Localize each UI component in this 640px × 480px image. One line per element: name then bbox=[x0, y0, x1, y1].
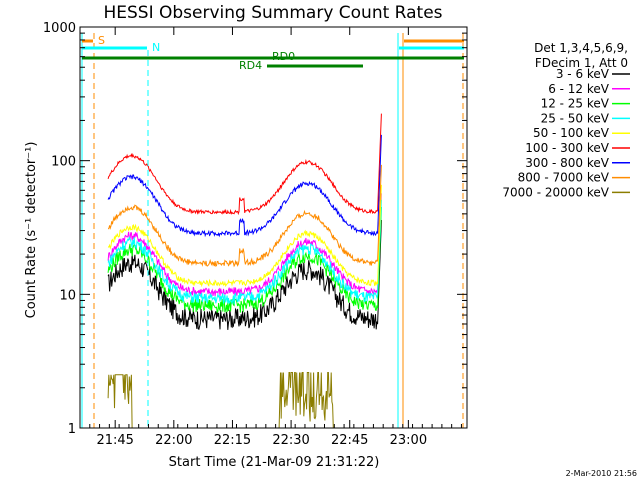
legend-entry-label: 100 - 300 keV bbox=[525, 141, 609, 155]
series-line-3 bbox=[107, 199, 382, 306]
flag-label-n: N bbox=[152, 41, 160, 54]
x-tick-label: 22:45 bbox=[331, 433, 368, 448]
y-tick-label: 1 bbox=[68, 422, 76, 437]
plot-frame bbox=[79, 26, 468, 429]
x-tick-label: 22:00 bbox=[155, 433, 192, 448]
legend-entry-label: 300 - 800 keV bbox=[525, 156, 609, 170]
x-axis-label: Start Time (21-Mar-09 21:31:22) bbox=[169, 455, 380, 470]
series-line-4 bbox=[107, 184, 382, 288]
y-tick-label: 1000 bbox=[43, 21, 76, 36]
legend-header: FDecim 1, Att 0 bbox=[535, 56, 628, 70]
series-line-2 bbox=[107, 206, 382, 314]
x-tick-label: 21:45 bbox=[96, 433, 133, 448]
series-line-0 bbox=[107, 219, 382, 330]
series-line-1 bbox=[107, 193, 382, 297]
series-line-7 bbox=[107, 164, 382, 268]
legend-entry-label: 50 - 100 keV bbox=[533, 126, 610, 140]
legend-entry-label: 7000 - 20000 keV bbox=[502, 185, 609, 199]
x-axis: 21:45 22:00 22:15 22:30 22:45 23:00 bbox=[79, 27, 462, 448]
y-axis-label: Count Rate (s⁻¹ detector⁻¹) bbox=[24, 142, 39, 319]
x-tick-label: 22:15 bbox=[214, 433, 251, 448]
x-tick-label: 23:00 bbox=[390, 433, 427, 448]
y-axis: 1 10 100 1000 bbox=[43, 21, 467, 437]
legend-entry-label: 25 - 50 keV bbox=[541, 111, 610, 125]
flag-label-rd0: RD0 bbox=[272, 50, 295, 63]
plot-area: S N RD0 RD4 bbox=[81, 33, 464, 428]
series-line-8 bbox=[107, 372, 378, 428]
legend-header: Det 1,3,4,5,6,9, bbox=[534, 41, 628, 55]
y-tick-label: 100 bbox=[51, 155, 76, 170]
legend-entry-label: 800 - 7000 keV bbox=[518, 171, 610, 185]
series-line-6 bbox=[107, 134, 382, 238]
chart-title: HESSI Observing Summary Count Rates bbox=[103, 3, 442, 23]
series-line-5 bbox=[107, 113, 382, 216]
flag-label-s: S bbox=[98, 34, 105, 47]
flag-label-rd4: RD4 bbox=[239, 59, 262, 72]
y-tick-label: 10 bbox=[59, 288, 76, 303]
legend-entry-label: 3 - 6 keV bbox=[556, 67, 610, 81]
legend-entry-label: 6 - 12 keV bbox=[548, 82, 610, 96]
legend-entry-label: 12 - 25 keV bbox=[541, 97, 610, 111]
footer-timestamp: 2-Mar-2010 21:56 bbox=[566, 469, 637, 478]
legend: Det 1,3,4,5,6,9,FDecim 1, Att 03 - 6 keV… bbox=[502, 41, 630, 199]
x-tick-label: 22:30 bbox=[272, 433, 309, 448]
